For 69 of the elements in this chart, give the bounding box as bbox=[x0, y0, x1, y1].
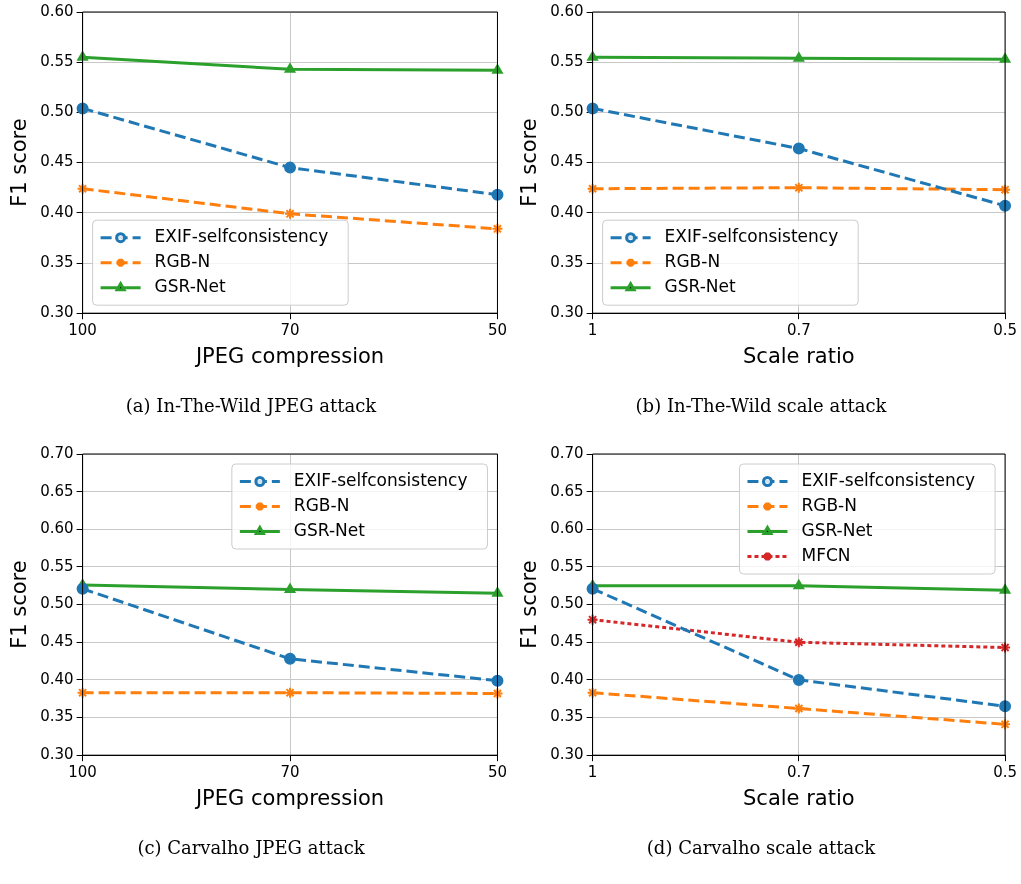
y-tick-label: 0.45 bbox=[40, 152, 74, 171]
y-tick-label: 0.40 bbox=[550, 669, 584, 688]
y-tick-label: 0.65 bbox=[40, 481, 74, 500]
legend-label: EXIF-selfconsistency bbox=[154, 226, 329, 247]
y-tick-label: 0.45 bbox=[550, 152, 584, 171]
x-tick-label: 0.7 bbox=[786, 321, 811, 340]
legend-label: RGB-N bbox=[154, 251, 211, 272]
y-tick-label: 0.60 bbox=[40, 1, 74, 20]
legend-label: RGB-N bbox=[664, 251, 721, 272]
x-tick-label: 0.5 bbox=[993, 321, 1017, 340]
legend-label: RGB-N bbox=[801, 494, 857, 515]
y-axis-title: F1 score bbox=[7, 118, 32, 207]
y-tick-label: 0.55 bbox=[550, 52, 584, 71]
x-tick-label: 100 bbox=[68, 763, 97, 782]
y-tick-label: 0.30 bbox=[40, 303, 74, 322]
legend-label: GSR-Net bbox=[293, 519, 366, 540]
y-tick-label: 0.35 bbox=[40, 252, 74, 271]
y-axis-title: F1 score bbox=[517, 560, 542, 649]
legend-label: GSR-Net bbox=[664, 276, 736, 297]
y-axis-title: F1 score bbox=[517, 118, 542, 207]
x-axis-title: Scale ratio bbox=[743, 786, 855, 811]
x-tick-label: 1 bbox=[587, 321, 598, 340]
text: (b) In-The-Wild scale attack bbox=[635, 394, 888, 416]
y-tick-label: 0.50 bbox=[550, 102, 584, 121]
y-tick-label: 0.60 bbox=[40, 519, 74, 538]
y-tick-label: 0.40 bbox=[40, 202, 74, 221]
y-tick-label: 0.50 bbox=[40, 102, 74, 121]
y-tick-label: 0.35 bbox=[550, 707, 584, 726]
text: (c) Carvalho JPEG attack bbox=[137, 836, 366, 858]
y-tick-label: 0.70 bbox=[40, 443, 74, 462]
x-axis-title: Scale ratio bbox=[743, 344, 855, 369]
x-tick-label: 1 bbox=[587, 763, 598, 782]
x-axis-title: JPEG compression bbox=[193, 344, 385, 369]
y-tick-label: 0.40 bbox=[550, 202, 584, 221]
y-tick-label: 0.40 bbox=[40, 669, 74, 688]
legend-label: EXIF-selfconsistency bbox=[293, 469, 468, 490]
x-tick-label: 70 bbox=[280, 763, 300, 782]
y-tick-label: 0.55 bbox=[40, 52, 74, 71]
x-tick-label: 50 bbox=[487, 321, 507, 340]
y-tick-label: 0.55 bbox=[40, 556, 74, 575]
x-tick-label: 0.7 bbox=[786, 763, 811, 782]
legend-label: MFCN bbox=[801, 544, 851, 565]
y-tick-label: 0.50 bbox=[550, 594, 584, 613]
y-tick-label: 0.70 bbox=[550, 443, 584, 462]
legend-label: RGB-N bbox=[293, 494, 350, 515]
y-tick-label: 0.30 bbox=[550, 745, 584, 764]
x-tick-label: 100 bbox=[68, 321, 97, 340]
y-tick-label: 0.55 bbox=[550, 556, 584, 575]
x-tick-label: 0.5 bbox=[993, 763, 1017, 782]
y-tick-label: 0.35 bbox=[550, 252, 584, 271]
y-tick-label: 0.35 bbox=[40, 707, 74, 726]
y-axis-title: F1 score bbox=[7, 560, 32, 649]
y-tick-label: 0.65 bbox=[550, 481, 584, 500]
legend-label: EXIF-selfconsistency bbox=[664, 226, 839, 247]
text: (a) In-The-Wild JPEG attack bbox=[125, 394, 378, 416]
y-tick-label: 0.45 bbox=[550, 632, 584, 651]
text: (d) Carvalho scale attack bbox=[646, 836, 877, 858]
x-axis-title: JPEG compression bbox=[193, 786, 385, 811]
y-tick-label: 0.50 bbox=[40, 594, 74, 613]
legend-label: GSR-Net bbox=[801, 519, 873, 540]
legend-label: EXIF-selfconsistency bbox=[801, 469, 976, 490]
y-tick-label: 0.45 bbox=[40, 632, 74, 651]
x-tick-label: 50 bbox=[487, 763, 507, 782]
legend-label: GSR-Net bbox=[154, 276, 226, 297]
y-tick-label: 0.30 bbox=[40, 745, 74, 764]
y-tick-label: 0.30 bbox=[550, 303, 584, 322]
y-tick-label: 0.60 bbox=[550, 519, 584, 538]
y-tick-label: 0.60 bbox=[550, 1, 584, 20]
x-tick-label: 70 bbox=[280, 321, 300, 340]
